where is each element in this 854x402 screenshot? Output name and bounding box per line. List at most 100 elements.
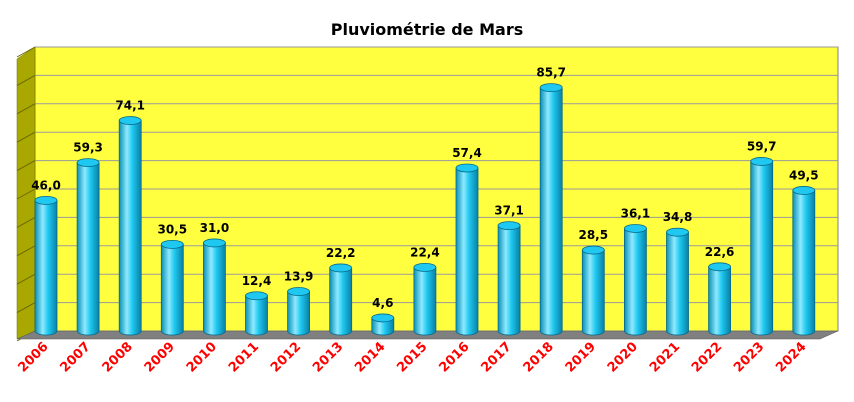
data-label: 59,3 [73, 141, 103, 155]
bar [792, 186, 816, 336]
bar-body [624, 228, 647, 336]
data-label: 22,4 [410, 245, 440, 259]
bar [750, 157, 774, 336]
x-tick-label: 2018 [521, 339, 557, 375]
x-tick-label: 2016 [436, 339, 472, 375]
x-tick-label: 2006 [15, 339, 51, 375]
x-tick-label: 2014 [352, 339, 388, 375]
bar-top [413, 262, 437, 272]
x-tick-label: 2023 [731, 339, 767, 375]
bar-body [160, 243, 184, 336]
data-label: 22,6 [705, 245, 735, 259]
x-tick-label: 2020 [605, 339, 641, 375]
x-tick-label: 2021 [647, 339, 683, 375]
data-label: 46,0 [31, 178, 61, 192]
bar [245, 291, 268, 336]
bar-top [245, 291, 268, 301]
gridline-side [16, 74, 36, 86]
gridline-side [16, 46, 36, 58]
bar [455, 163, 479, 336]
chart-title: Pluviométrie de Mars [330, 20, 524, 39]
data-label: 12,4 [242, 274, 272, 288]
gridline-side [16, 245, 36, 257]
bar [118, 116, 142, 336]
bar-top [287, 287, 311, 296]
bar-body [666, 231, 689, 336]
bar-top [750, 157, 774, 166]
gridline-side [16, 131, 36, 143]
gridline-side [16, 216, 36, 228]
bar-body [497, 225, 521, 336]
data-label: 59,7 [747, 139, 777, 153]
bar-body [750, 161, 774, 336]
bar-top [666, 227, 689, 237]
bar [76, 158, 100, 336]
bar [329, 263, 353, 336]
bar [666, 227, 689, 336]
bar-top [581, 245, 605, 255]
bar [371, 313, 395, 336]
bar [708, 262, 731, 336]
bar-body [581, 249, 605, 336]
x-tick-label: 2022 [689, 339, 725, 375]
x-tick-label: 2009 [142, 339, 178, 375]
bar [624, 224, 647, 336]
data-label: 28,5 [578, 228, 608, 242]
bar [581, 245, 605, 336]
bar-top [497, 221, 521, 231]
bar-top [792, 186, 816, 195]
bar-top [118, 116, 142, 125]
gridline-side [16, 188, 36, 200]
bar [287, 287, 311, 336]
bar-top [329, 263, 353, 273]
bar [539, 83, 563, 336]
data-label: 30,5 [157, 222, 187, 236]
x-tick-label: 2007 [58, 339, 94, 375]
bar-top [455, 163, 479, 173]
data-label: 57,4 [452, 146, 482, 160]
bar-top [34, 195, 58, 205]
bar-body [287, 291, 310, 336]
data-label: 74,1 [115, 99, 145, 113]
bar-body [203, 242, 226, 336]
bar-body [118, 120, 142, 336]
x-tick-label: 2019 [563, 339, 599, 375]
x-tick-label: 2015 [394, 339, 430, 375]
bar [413, 262, 437, 336]
x-tick-label: 2010 [184, 339, 220, 375]
bar-top [160, 239, 184, 249]
bar-body [413, 266, 437, 336]
bar [497, 221, 521, 336]
data-label: 4,6 [372, 296, 393, 310]
data-label: 49,5 [789, 168, 819, 182]
x-tick-label: 2008 [100, 339, 136, 375]
data-label: 36,1 [621, 206, 651, 220]
bar [160, 239, 184, 336]
gridline-side [16, 302, 36, 314]
x-tick-label: 2011 [226, 339, 262, 375]
plot-side-wall [16, 46, 36, 340]
bar-body [34, 199, 58, 336]
bar-body [245, 295, 268, 336]
data-labels: 46,0 59,3 74,1 30,5 31,0 12,4 13,9 22,2 4,6 22,4 5… [31, 66, 818, 310]
data-label: 31,0 [200, 221, 230, 235]
bar-top [76, 158, 100, 167]
bar-top [539, 83, 563, 93]
bar-top [202, 238, 226, 248]
gridline-side [16, 160, 36, 172]
bar-body [371, 317, 395, 336]
gridline-side [16, 273, 36, 285]
x-axis-ticks: 2006 2007 2008 2009 2010 2011 2012 2013 2014 2015… [15, 339, 809, 375]
gridline-side [16, 103, 36, 115]
bar-body [708, 266, 731, 336]
x-tick-label: 2012 [268, 339, 304, 375]
bar-top [624, 224, 647, 233]
bar [34, 195, 58, 336]
x-tick-label: 2017 [479, 339, 515, 375]
x-tick-label: 2013 [310, 339, 346, 375]
x-tick-label: 2024 [773, 339, 809, 375]
bar-top [371, 313, 395, 323]
bar-body [76, 162, 100, 336]
bar-body [792, 190, 816, 336]
